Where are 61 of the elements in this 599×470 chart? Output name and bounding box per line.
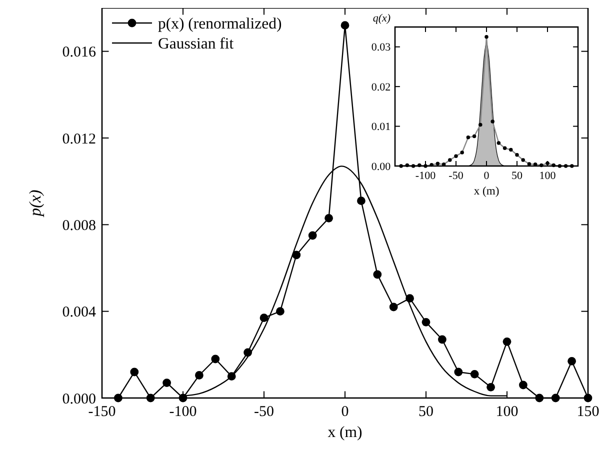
legend-label: Gaussian fit	[158, 36, 234, 53]
point	[470, 370, 479, 378]
point	[373, 270, 382, 279]
point	[130, 368, 139, 376]
x-tick-label: -50	[448, 170, 464, 182]
point	[466, 136, 470, 140]
point	[519, 380, 528, 390]
point	[357, 196, 366, 206]
point	[436, 162, 440, 166]
point	[260, 314, 268, 322]
x-axis-title: x (m)	[328, 424, 362, 441]
x-tick-label: -100	[415, 170, 436, 182]
point	[527, 162, 532, 166]
point	[502, 337, 512, 346]
x-axis-title: x (m)	[474, 186, 500, 198]
x-tick-label: -50	[254, 404, 274, 420]
legend-label: p(x) (renormalized)	[158, 16, 282, 33]
y-tick-label: 0.008	[62, 218, 96, 234]
point	[389, 302, 398, 312]
point	[472, 134, 476, 138]
point	[490, 120, 494, 124]
y-tick-label: 0.02	[371, 81, 391, 94]
point	[448, 158, 452, 162]
point	[486, 382, 495, 392]
x-tick-label: 100	[496, 404, 518, 420]
point	[509, 148, 513, 152]
y-tick-label: 0.016	[62, 44, 96, 61]
point	[515, 153, 519, 157]
point	[292, 250, 301, 260]
x-tick-label: 100	[539, 170, 556, 182]
point	[308, 231, 317, 240]
point	[276, 307, 284, 316]
point	[422, 318, 430, 326]
point	[324, 214, 333, 222]
point	[454, 154, 458, 158]
point	[502, 146, 507, 150]
y-axis-title: p(x)	[26, 190, 44, 218]
x-tick-label: -100	[169, 404, 197, 420]
x-tick-label: 150	[576, 404, 599, 420]
point	[484, 35, 488, 39]
x-tick-label: 0	[484, 170, 490, 182]
x-tick-label: 0	[341, 404, 349, 420]
y-tick-label: 0.012	[62, 131, 96, 148]
y-tick-label: 0.004	[62, 304, 96, 321]
y-tick-label: 0.01	[371, 121, 391, 134]
point	[162, 378, 171, 388]
x-tick-label: 50	[418, 404, 434, 420]
point	[340, 21, 350, 30]
point	[195, 371, 204, 380]
x-tick-label: 50	[512, 170, 523, 182]
point	[460, 150, 464, 154]
point	[211, 354, 220, 364]
point	[568, 356, 576, 366]
y-tick-label: 0.03	[371, 42, 392, 54]
point	[496, 141, 501, 145]
point	[478, 122, 482, 127]
y-tick-label: 0.00	[371, 160, 392, 173]
y-axis-title: q(x)	[372, 12, 391, 24]
point	[454, 368, 463, 376]
point	[438, 335, 446, 344]
point	[521, 158, 525, 162]
